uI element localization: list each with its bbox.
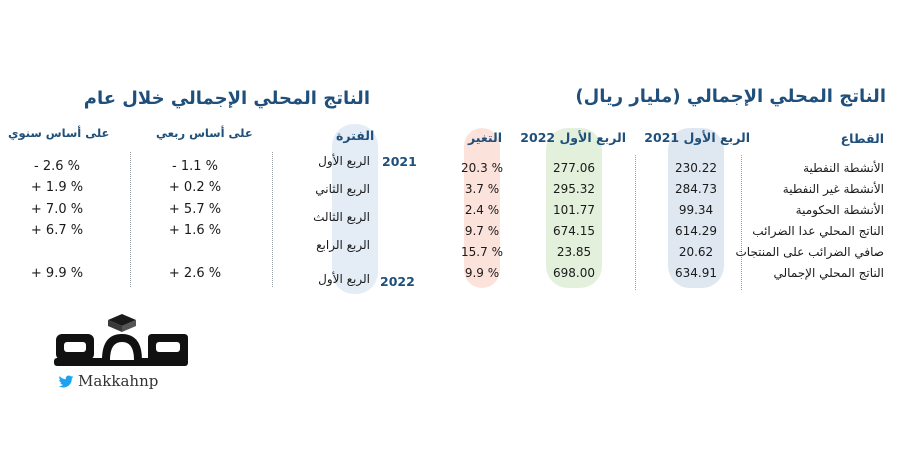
makkah-logo-mark bbox=[54, 314, 188, 366]
sector-header: القطاع bbox=[840, 131, 884, 146]
period-label: الربع الثالث bbox=[313, 210, 370, 224]
change-value: 20.3 % bbox=[461, 161, 503, 175]
q1-2021-value: 230.22 bbox=[675, 161, 717, 175]
period-label: الربع الأول bbox=[318, 154, 370, 168]
column-divider bbox=[741, 155, 742, 290]
q1-2021-value: 634.91 bbox=[675, 266, 717, 280]
twitter-bird-icon bbox=[58, 374, 74, 388]
sector-label: الأنشطة الحكومية bbox=[795, 203, 884, 217]
period-label: الربع الأول bbox=[318, 272, 370, 286]
q1-2022-value: 674.15 bbox=[553, 224, 595, 238]
year-2021-label: 2021 bbox=[382, 154, 417, 169]
q1-2021-header: الربع الأول 2021 bbox=[644, 130, 750, 145]
period-label: الربع الرابع bbox=[316, 238, 370, 252]
annual-gdp-title: الناتج المحلي الإجمالي خلال عام bbox=[83, 88, 370, 109]
q1-2021-value: 99.34 bbox=[678, 203, 714, 217]
annual-change: + 9.9 % bbox=[30, 266, 84, 281]
quarterly-change: + 1.6 % bbox=[168, 223, 222, 238]
change-value: 9.7 % bbox=[464, 224, 500, 238]
q1-2022-column-highlight bbox=[546, 128, 602, 288]
change-column-highlight bbox=[464, 128, 500, 288]
quarterly-change: + 0.2 % bbox=[168, 180, 222, 195]
annual-change: + 6.7 % bbox=[30, 223, 84, 238]
column-divider bbox=[272, 152, 273, 287]
gdp-table-title: الناتج المحلي الإجمالي (مليار ريال) bbox=[575, 86, 886, 107]
q1-2022-value: 277.06 bbox=[553, 161, 595, 175]
sector-label: الأنشطة غير النفطية bbox=[782, 182, 884, 196]
sector-label: صافي الضرائب على المنتجات bbox=[735, 245, 884, 259]
twitter-handle-text: Makkahnp bbox=[78, 372, 159, 390]
sector-label: الناتج المحلي الإجمالي bbox=[773, 266, 884, 280]
q1-2021-column-highlight bbox=[668, 128, 724, 288]
annual-change: + 1.9 % bbox=[30, 180, 84, 195]
column-divider bbox=[635, 155, 636, 290]
change-header: التغير bbox=[467, 130, 502, 145]
annual-change: - 2.6 % bbox=[34, 159, 80, 174]
period-column-highlight bbox=[332, 124, 378, 294]
makkah-logo: Makkahnp bbox=[52, 312, 192, 392]
column-divider bbox=[130, 152, 131, 287]
twitter-handle[interactable]: Makkahnp bbox=[58, 372, 158, 390]
q1-2022-value: 23.85 bbox=[556, 245, 592, 259]
q1-2021-value: 284.73 bbox=[675, 182, 717, 196]
period-label: الربع الثاني bbox=[315, 182, 370, 196]
change-value: 3.7 % bbox=[464, 182, 500, 196]
change-value: 9.9 % bbox=[464, 266, 500, 280]
annual-change: + 7.0 % bbox=[30, 202, 84, 217]
q1-2022-header: الربع الأول 2022 bbox=[520, 130, 626, 145]
q1-2022-value: 295.32 bbox=[553, 182, 595, 196]
quarterly-change: - 1.1 % bbox=[172, 159, 218, 174]
q1-2022-value: 698.00 bbox=[553, 266, 595, 280]
sector-label: الأنشطة النفطية bbox=[803, 161, 884, 175]
q1-2021-value: 614.29 bbox=[675, 224, 717, 238]
quarterly-change: + 5.7 % bbox=[168, 202, 222, 217]
period-header: الفترة bbox=[336, 128, 375, 143]
annual-basis-header: على أساس سنوي bbox=[8, 126, 110, 140]
q1-2022-value: 101.77 bbox=[553, 203, 595, 217]
quarterly-change: + 2.6 % bbox=[168, 266, 222, 281]
q1-2021-value: 20.62 bbox=[678, 245, 714, 259]
change-value: 2.4 % bbox=[464, 203, 500, 217]
year-2022-label: 2022 bbox=[380, 274, 415, 289]
quarterly-basis-header: على أساس ربعي bbox=[156, 126, 253, 140]
sector-label: الناتج المحلي عدا الضرائب bbox=[752, 224, 884, 238]
change-value: 15.7 % bbox=[461, 245, 503, 259]
